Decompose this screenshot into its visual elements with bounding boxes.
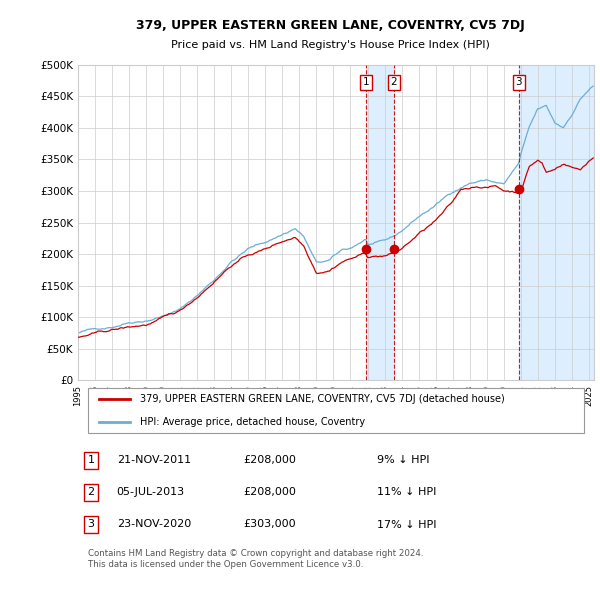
Text: £208,000: £208,000: [243, 487, 296, 497]
Text: 2: 2: [391, 77, 397, 87]
Text: 17% ↓ HPI: 17% ↓ HPI: [377, 519, 437, 529]
Text: HPI: Average price, detached house, Coventry: HPI: Average price, detached house, Cove…: [140, 417, 365, 427]
Bar: [519, 65, 594, 380]
Text: 9% ↓ HPI: 9% ↓ HPI: [377, 455, 430, 466]
Text: 3: 3: [515, 77, 522, 87]
Text: 2: 2: [88, 487, 94, 497]
Text: Price paid vs. HM Land Registry's House Price Index (HPI): Price paid vs. HM Land Registry's House …: [170, 41, 490, 50]
FancyBboxPatch shape: [88, 388, 584, 433]
Text: £303,000: £303,000: [243, 519, 296, 529]
Text: 1: 1: [362, 77, 369, 87]
Text: £208,000: £208,000: [243, 455, 296, 466]
Text: 23-NOV-2020: 23-NOV-2020: [116, 519, 191, 529]
Text: 21-NOV-2011: 21-NOV-2011: [116, 455, 191, 466]
Text: 05-JUL-2013: 05-JUL-2013: [116, 487, 185, 497]
Text: 3: 3: [88, 519, 94, 529]
Bar: [365, 65, 394, 380]
Text: Contains HM Land Registry data © Crown copyright and database right 2024.
This d: Contains HM Land Registry data © Crown c…: [88, 549, 424, 569]
Text: 379, UPPER EASTERN GREEN LANE, COVENTRY, CV5 7DJ (detached house): 379, UPPER EASTERN GREEN LANE, COVENTRY,…: [140, 395, 505, 405]
Text: 11% ↓ HPI: 11% ↓ HPI: [377, 487, 437, 497]
Text: 379, UPPER EASTERN GREEN LANE, COVENTRY, CV5 7DJ: 379, UPPER EASTERN GREEN LANE, COVENTRY,…: [136, 19, 524, 32]
Text: 1: 1: [88, 455, 94, 466]
